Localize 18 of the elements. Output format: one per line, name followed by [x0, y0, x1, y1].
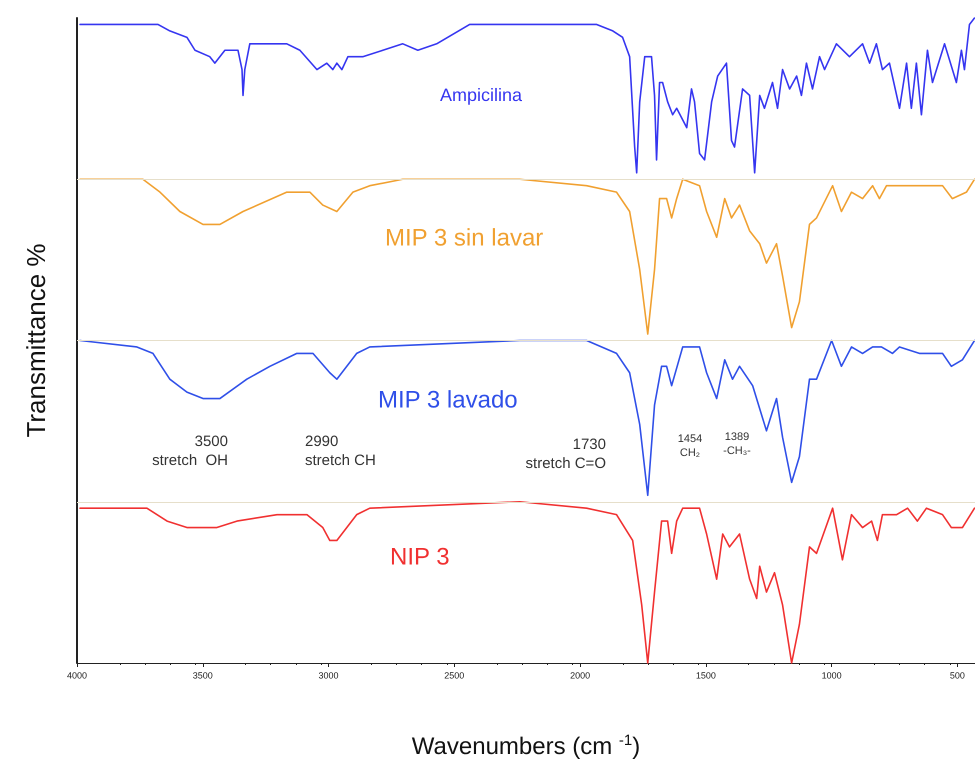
text: Ampicilina: [440, 85, 524, 105]
x-tick-label: 4000: [66, 670, 88, 680]
series-label: NIP 3: [390, 544, 450, 570]
x-tick-label: 500: [950, 670, 965, 680]
x-tick-label: 2500: [444, 670, 464, 680]
series-label: MIP 3 lavado: [378, 386, 518, 414]
annotation: 1454 CH₂: [678, 433, 702, 459]
x-tick-label: 3500: [192, 670, 213, 680]
x-tick-label: 2000: [570, 670, 590, 680]
annotation: 3500 stretch OH: [152, 433, 228, 469]
annotation: 1389 -CH₃-: [723, 431, 752, 457]
y-axis-title: Transmittance %: [21, 243, 51, 438]
x-tick-label: 1500: [696, 670, 716, 680]
series-label: MIP 3 sin lavar: [385, 224, 544, 252]
x-tick-label: 1000: [822, 670, 842, 680]
x-tick-label: 3000: [318, 670, 339, 680]
annotation: 2990 stretch CH: [305, 433, 376, 469]
annotation: 1730 stretch C=O: [526, 436, 606, 472]
